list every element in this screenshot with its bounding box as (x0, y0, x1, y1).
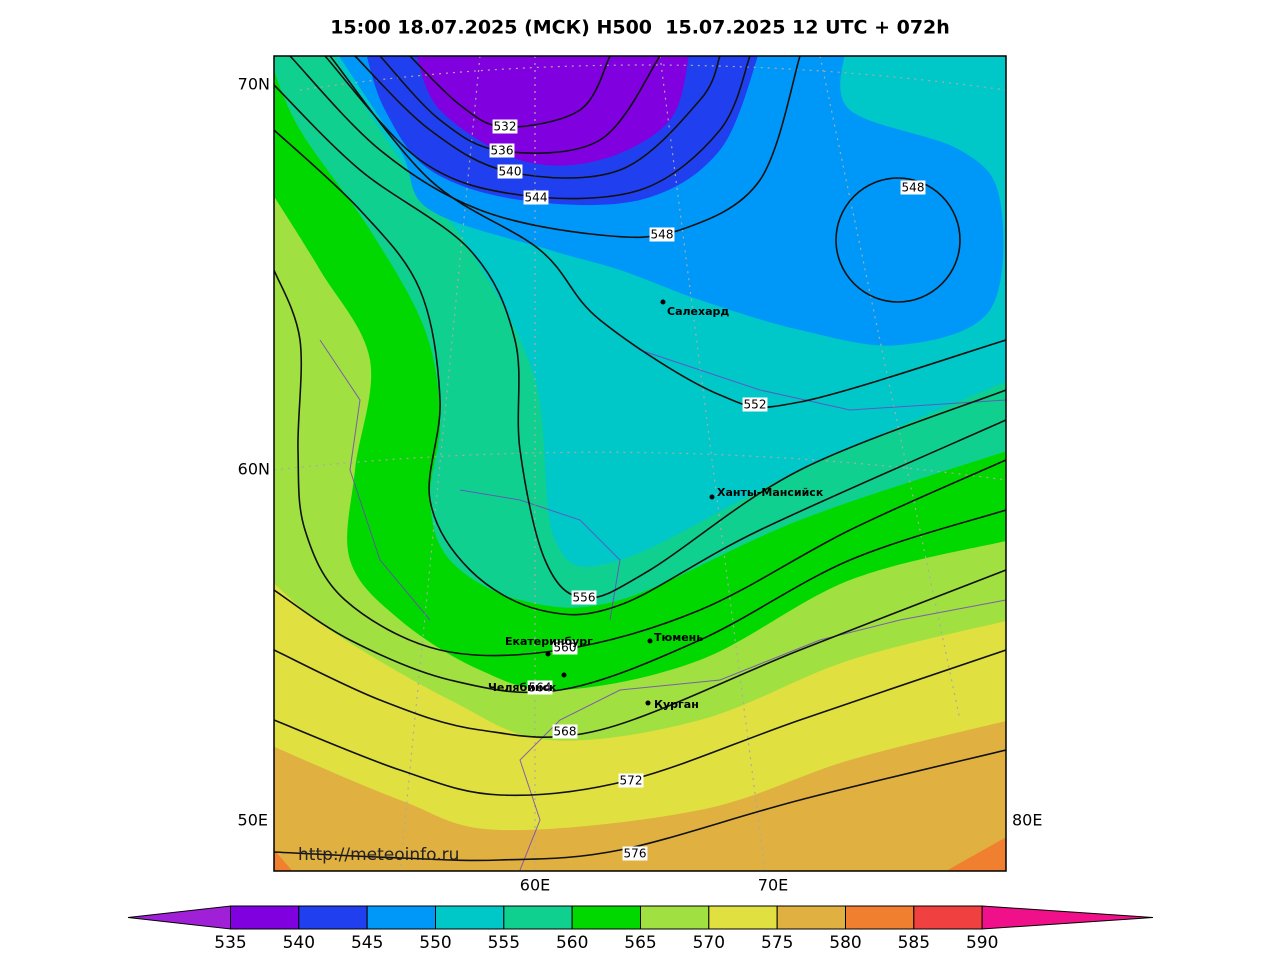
colorbar-label: 585 (898, 933, 930, 953)
colorbar-label: 540 (283, 933, 315, 953)
contour-label: 572 (620, 774, 643, 788)
isoline (274, 269, 1006, 657)
contour-label: 532 (494, 120, 517, 134)
contour-label: 568 (554, 725, 577, 739)
label-box (497, 164, 523, 179)
isoline (274, 649, 1006, 797)
band (416, 56, 689, 166)
colorbar-segment (435, 905, 505, 930)
colorbar-label: 580 (829, 933, 861, 953)
cities: Салехард Ханты-Мансийск Екатеринбург Тюм… (488, 299, 824, 711)
city-dot (660, 299, 666, 305)
isoline (324, 56, 751, 200)
graticule (274, 56, 1006, 871)
label-box (622, 846, 648, 861)
label-box (742, 397, 768, 412)
watermark: http://meteoinfo.ru (298, 845, 459, 865)
colorbar-segment (366, 905, 436, 930)
label-box (571, 590, 597, 605)
city-label: Челябинск (488, 681, 557, 694)
contour-label: 560 (554, 641, 577, 655)
colorbar: 535 540 545 550 555 560 565 570 575 580 585 590 (127, 905, 1154, 953)
city-label: Ханты-Мансийск (717, 486, 824, 499)
isoline (274, 509, 1006, 694)
colorbar-label: 555 (488, 933, 520, 953)
isoline (274, 749, 1006, 862)
colorbar-extend (127, 905, 231, 930)
city-dot (647, 638, 653, 644)
title: 15:00 18.07.2025 (МСК) H500 15.07.2025 1… (330, 17, 950, 39)
lat-label: 70N (238, 75, 270, 94)
label-box (492, 119, 518, 134)
colorbar-label: 590 (966, 933, 998, 953)
city-dot (645, 700, 651, 706)
label-box (900, 180, 926, 195)
label-box (552, 640, 578, 655)
isoline (835, 177, 961, 303)
city-label: Курган (654, 698, 699, 711)
city-label: Екатеринбург (505, 635, 593, 648)
city-label: Тюмень (654, 631, 703, 644)
isoline (329, 56, 1006, 409)
colorbar-label: 545 (351, 933, 383, 953)
isoline (354, 56, 721, 179)
contour-labels: 532 536 540 544 548 548 552 556 560 564 … (489, 119, 926, 861)
city-dot (545, 651, 551, 657)
isoline (289, 56, 801, 239)
colorbar-segment (845, 905, 915, 930)
lon-label: 70E (758, 876, 788, 895)
isoline (274, 84, 1006, 599)
contour-label: 552 (744, 398, 767, 412)
colorbar-segment (776, 905, 847, 930)
colorbar-label: 550 (419, 933, 451, 953)
label-box (552, 724, 578, 739)
colorbar-segment (571, 905, 642, 930)
city-label: Салехард (667, 305, 729, 318)
lon-label: 80E (1012, 811, 1042, 830)
label-box (523, 190, 549, 205)
colorbar-segment (708, 905, 778, 930)
label-box (618, 773, 644, 788)
colorbar-label: 575 (761, 933, 793, 953)
contour-label: 548 (651, 228, 674, 242)
city-dot (709, 494, 715, 500)
contour-label: 564 (529, 681, 552, 695)
colorbar-label: 535 (214, 933, 246, 953)
colorbar-label: 560 (556, 933, 588, 953)
isoline (274, 129, 1006, 616)
contour-label: 540 (499, 165, 522, 179)
colorbar-segment (230, 905, 300, 930)
colorbar-segment (298, 905, 368, 930)
contour-label: 536 (491, 144, 514, 158)
band (274, 849, 293, 871)
contour-label: 544 (525, 191, 548, 205)
lat-label: 60N (238, 460, 270, 479)
band (945, 837, 1006, 871)
contour-label: 576 (624, 847, 647, 861)
colorbar-segment (913, 905, 983, 930)
field (274, 56, 1006, 871)
colorbar-label: 565 (624, 933, 656, 953)
colorbar-segment (640, 905, 710, 930)
colorbar-extend (981, 905, 1154, 930)
contour-label: 556 (573, 591, 596, 605)
map-frame (273, 55, 1007, 872)
contour-label: 548 (902, 181, 925, 195)
band (274, 720, 1006, 871)
lon-label: 60E (520, 876, 550, 895)
label-box (489, 143, 515, 158)
colorbar-label: 570 (693, 933, 725, 953)
city-dot (561, 672, 567, 678)
lon-label: 50E (238, 811, 268, 830)
colorbar-segment (503, 905, 573, 930)
label-box (649, 227, 675, 242)
label-box (527, 680, 553, 695)
